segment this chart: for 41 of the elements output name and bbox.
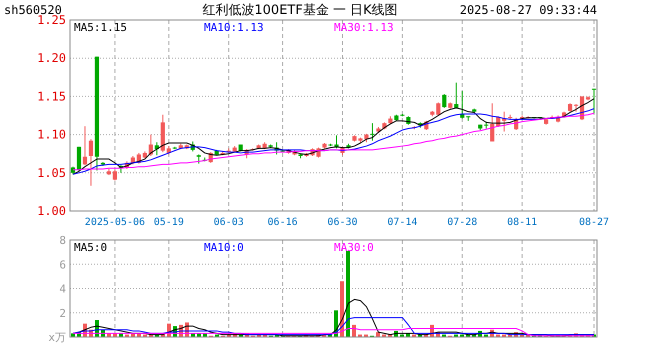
text: MA10:0 xyxy=(204,241,244,254)
x-tick-label: 08-27 xyxy=(578,217,610,228)
line-series xyxy=(72,328,595,336)
text: MA30:0 xyxy=(334,241,374,254)
text: MA5:0 xyxy=(74,241,108,254)
line-series xyxy=(72,317,595,336)
y-tick-label: 1.05 xyxy=(37,166,66,180)
candlestick xyxy=(82,126,88,166)
y-tick-label: 1.00 xyxy=(37,204,66,218)
y-tick-label: 1.20 xyxy=(37,51,66,66)
x-tick-label: 2025-05-06 xyxy=(84,217,146,228)
y-tick-label: 4 xyxy=(59,282,66,296)
y-tick-label: x万 xyxy=(48,331,66,344)
candlestick xyxy=(442,94,446,108)
y-tick-label: 2 xyxy=(59,306,66,320)
candlestick xyxy=(454,82,458,110)
y-tick-label: 1.15 xyxy=(37,89,66,104)
candlestick xyxy=(88,138,94,186)
text: MA30:1.13 xyxy=(334,21,394,34)
y-tick-label: 8 xyxy=(59,234,66,247)
x-tick-label: 08-11 xyxy=(507,217,538,228)
y-tick-label: 6 xyxy=(59,258,66,272)
candlestick xyxy=(592,88,596,114)
x-tick-label: 07-14 xyxy=(387,217,418,228)
x-tick-label: 06-03 xyxy=(214,217,244,228)
candlestick xyxy=(112,169,118,181)
x-tick-label: 06-30 xyxy=(327,217,358,228)
text: MA5:1.15 xyxy=(74,21,127,34)
text: MA10:1.13 xyxy=(204,21,264,34)
text: 2025-08-27 09:33:44 xyxy=(460,3,597,17)
candlestick xyxy=(196,154,201,164)
chart-title: 红利低波100ETF基金 一 日K线图 xyxy=(202,3,398,18)
candlestick xyxy=(370,122,375,142)
x-tick-label: 06-16 xyxy=(268,217,298,228)
x-tick-label: 07-28 xyxy=(447,217,478,228)
bar xyxy=(346,250,350,337)
bar xyxy=(340,281,344,337)
y-tick-label: 1.10 xyxy=(37,128,66,142)
candlestick xyxy=(76,146,82,172)
x-tick-label: 05-19 xyxy=(154,217,184,228)
y-tick-label: 1.25 xyxy=(37,13,66,27)
